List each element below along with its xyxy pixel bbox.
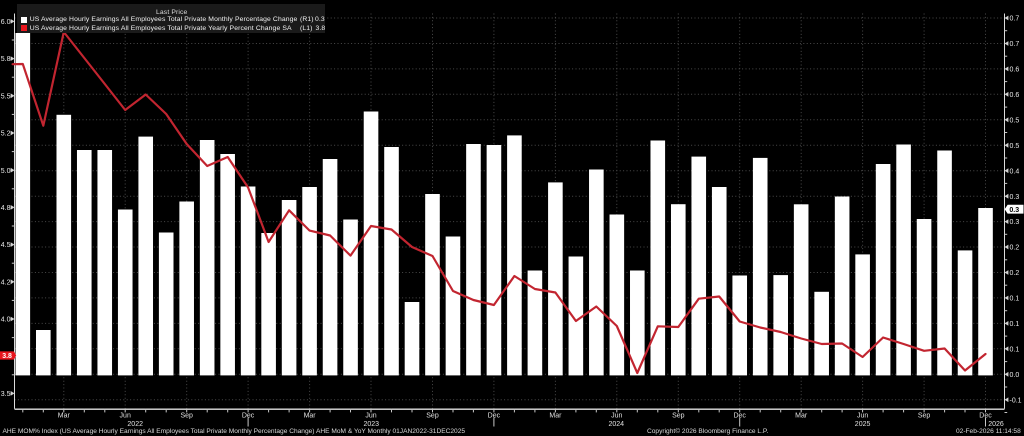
svg-text:0.7: 0.7 (1010, 16, 1020, 23)
svg-text:4.8: 4.8 (1, 205, 11, 212)
svg-text:5.8: 5.8 (1, 56, 11, 63)
svg-text:0.0: 0.0 (1010, 372, 1020, 379)
svg-text:Mar: Mar (795, 412, 808, 419)
svg-text:4.0: 4.0 (1, 317, 11, 324)
svg-text:2023: 2023 (364, 421, 380, 428)
svg-text:Dec: Dec (488, 412, 501, 419)
svg-text:Sep: Sep (180, 412, 193, 419)
svg-text:2024: 2024 (609, 421, 625, 428)
svg-text:0.3: 0.3 (1010, 194, 1020, 201)
svg-text:0.3: 0.3 (1009, 207, 1019, 214)
svg-text:Sep: Sep (918, 412, 931, 419)
svg-text:0.2: 0.2 (1010, 270, 1020, 277)
svg-text:0.5: 0.5 (1010, 143, 1020, 150)
svg-text:0.6: 0.6 (1010, 92, 1020, 99)
svg-text:2025: 2025 (855, 421, 871, 428)
svg-text:Jun: Jun (857, 412, 868, 419)
svg-text:0.1: 0.1 (1010, 296, 1020, 303)
svg-text:Dec: Dec (733, 412, 746, 419)
svg-text:Mar: Mar (58, 412, 71, 419)
svg-text:0.1: 0.1 (1010, 321, 1020, 328)
svg-text:3.8: 3.8 (2, 353, 12, 360)
svg-text:6.0: 6.0 (1, 19, 11, 26)
svg-text:Sep: Sep (426, 412, 439, 419)
svg-text:0.6: 0.6 (1010, 67, 1020, 74)
svg-text:Dec: Dec (979, 412, 992, 419)
svg-text:5.5: 5.5 (1, 93, 11, 100)
svg-text:4.5: 4.5 (1, 242, 11, 249)
svg-text:Dec: Dec (242, 412, 255, 419)
svg-text:4.2: 4.2 (1, 279, 11, 286)
svg-text:2026: 2026 (988, 421, 1004, 428)
svg-text:0.4: 0.4 (1010, 168, 1020, 175)
svg-text:Sep: Sep (672, 412, 685, 419)
svg-text:Mar: Mar (304, 412, 317, 419)
svg-text:Mar: Mar (549, 412, 562, 419)
svg-text:2022: 2022 (127, 421, 143, 428)
svg-text:3.5: 3.5 (1, 391, 11, 398)
svg-text:5.2: 5.2 (1, 131, 11, 138)
svg-text:0.2: 0.2 (1010, 245, 1020, 252)
svg-text:0.7: 0.7 (1010, 41, 1020, 48)
svg-text:0.1: 0.1 (1010, 346, 1020, 353)
svg-text:5.0: 5.0 (1, 168, 11, 175)
svg-text:Jun: Jun (365, 412, 376, 419)
svg-text:Jun: Jun (120, 412, 131, 419)
svg-text:0.3: 0.3 (1010, 219, 1020, 226)
svg-text:Jun: Jun (611, 412, 622, 419)
svg-text:0.5: 0.5 (1010, 117, 1020, 124)
svg-text:-0.1: -0.1 (1010, 397, 1022, 404)
